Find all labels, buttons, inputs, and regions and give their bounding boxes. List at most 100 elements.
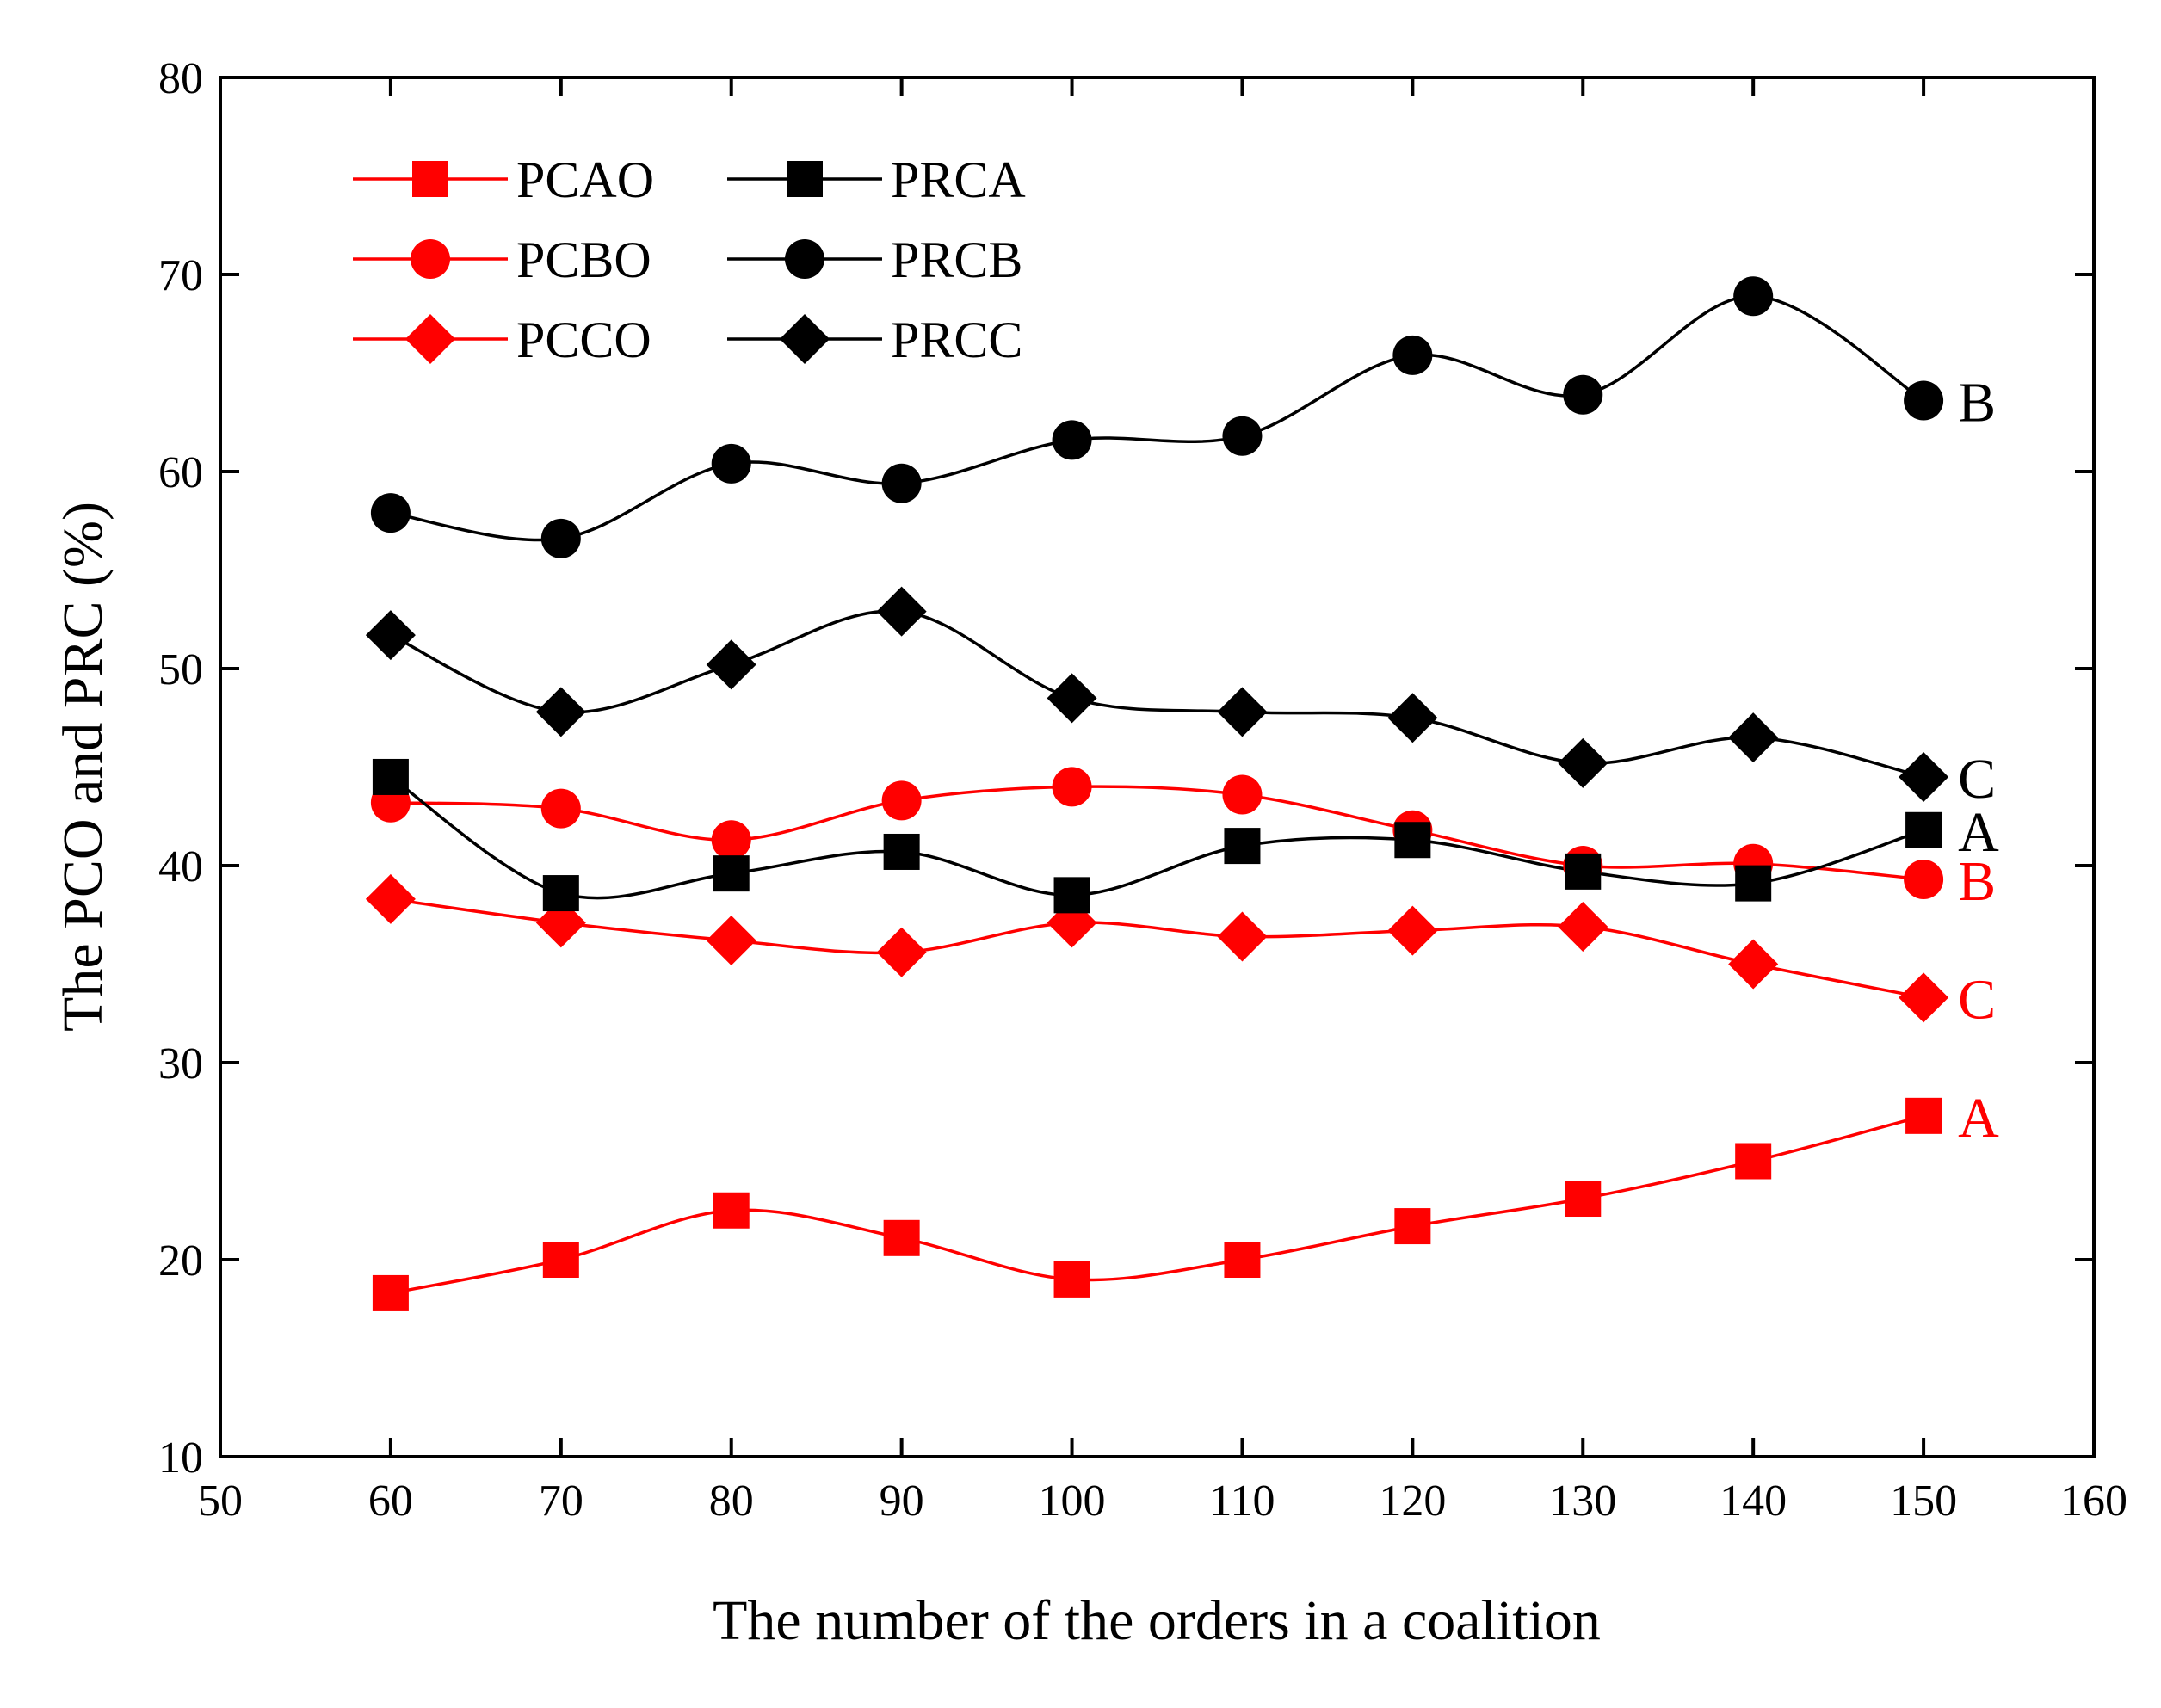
- series-line-pcco: [390, 897, 1924, 1000]
- legend-marker-prca: [787, 161, 823, 197]
- point-prcb-80: [711, 443, 751, 484]
- point-prcb-150: [1904, 380, 1944, 421]
- x-tick-label-160: 160: [2060, 1477, 2127, 1526]
- point-pcco-90: [876, 927, 927, 977]
- point-prca-90: [883, 833, 920, 870]
- point-prcc-130: [1558, 737, 1608, 788]
- x-tick-label-150: 150: [1890, 1477, 1957, 1526]
- x-tick-label-50: 50: [198, 1477, 243, 1526]
- point-prcb-120: [1392, 335, 1433, 375]
- point-prca-100: [1053, 877, 1090, 914]
- point-prcb-110: [1222, 416, 1263, 456]
- x-tick-label-90: 90: [880, 1477, 924, 1526]
- y-tick-label-70: 70: [158, 251, 203, 300]
- end-label-pcbo: B: [1958, 850, 1996, 913]
- point-pcao-60: [372, 1274, 409, 1311]
- legend-marker-pcbo: [411, 239, 450, 279]
- point-pcao-100: [1053, 1261, 1090, 1298]
- point-pcco-140: [1728, 939, 1779, 990]
- axis-ticks-layer: 50 60 70 80 90 100 110 120 130 140 150 160 10 20 30 40 5…: [158, 54, 2127, 1526]
- x-tick-label-130: 130: [1549, 1477, 1616, 1526]
- point-pcco-120: [1387, 905, 1438, 956]
- plot-frame: [219, 76, 2096, 1458]
- point-prca-110: [1224, 828, 1261, 865]
- point-pcco-60: [365, 873, 416, 924]
- x-tick-label-60: 60: [368, 1477, 413, 1526]
- end-label-pcao: A: [1958, 1087, 1999, 1150]
- y-tick-label-40: 40: [158, 842, 203, 891]
- y-tick-label-80: 80: [158, 54, 203, 103]
- point-pcbo-110: [1222, 774, 1263, 815]
- point-prca-120: [1394, 822, 1431, 859]
- point-prca-60: [372, 758, 409, 795]
- x-tick-label-100: 100: [1039, 1477, 1106, 1526]
- y-tick-label-10: 10: [158, 1434, 203, 1483]
- legend-label-pcao: PCAO: [516, 151, 654, 208]
- point-pcbo-150: [1904, 860, 1944, 900]
- series-markers-layer: [365, 276, 1949, 1311]
- point-prcc-80: [706, 639, 756, 690]
- point-prcb-130: [1563, 374, 1603, 415]
- point-pcao-110: [1224, 1242, 1261, 1278]
- point-pcao-130: [1565, 1181, 1602, 1218]
- point-pcbo-70: [540, 788, 581, 829]
- legend-label-pcco: PCCO: [516, 311, 651, 368]
- legend: PCAO PCBO PCCO PRCA PRCB PRCC: [353, 151, 1026, 368]
- series-lines-layer: [389, 294, 1925, 1295]
- legend-marker-pcao: [412, 161, 448, 197]
- x-axis-title: The number of the orders in a coalition: [713, 1589, 1601, 1652]
- point-pcao-140: [1735, 1143, 1772, 1180]
- x-tick-label-120: 120: [1379, 1477, 1446, 1526]
- point-prca-150: [1905, 811, 1942, 848]
- point-pcco-110: [1217, 911, 1268, 962]
- point-pcao-150: [1905, 1097, 1942, 1134]
- x-tick-label-140: 140: [1720, 1477, 1787, 1526]
- point-pcbo-80: [711, 820, 751, 860]
- series-line-pcbo: [390, 785, 1924, 881]
- point-prcc-150: [1899, 751, 1949, 802]
- point-prcc-90: [876, 586, 927, 637]
- point-prcb-60: [370, 493, 411, 533]
- y-tick-label-50: 50: [158, 645, 203, 694]
- end-label-prcb: B: [1958, 372, 1996, 435]
- point-prcb-70: [540, 518, 581, 558]
- end-label-pcco: C: [1958, 968, 1996, 1031]
- legend-marker-pcco: [405, 314, 455, 364]
- series-line-prca: [389, 775, 1924, 900]
- legend-marker-prcb: [785, 239, 824, 279]
- point-pcco-80: [706, 916, 756, 966]
- y-tick-label-30: 30: [158, 1039, 203, 1088]
- point-prcc-60: [365, 610, 416, 661]
- point-pcbo-90: [881, 780, 922, 821]
- point-prcb-90: [881, 463, 922, 503]
- series-line-prcb: [390, 294, 1925, 542]
- point-pcao-70: [542, 1242, 579, 1278]
- y-axis-title: The PCO and PRC (%): [52, 502, 114, 1032]
- point-prcb-140: [1733, 276, 1774, 317]
- end-label-prca: A: [1958, 801, 1999, 864]
- point-pcao-80: [713, 1192, 750, 1229]
- legend-label-prcc: PRCC: [891, 311, 1022, 368]
- point-prcc-110: [1217, 687, 1268, 737]
- point-pcao-120: [1394, 1208, 1431, 1245]
- x-tick-label-110: 110: [1209, 1477, 1275, 1526]
- point-prcc-100: [1047, 673, 1097, 724]
- y-tick-label-20: 20: [158, 1236, 203, 1286]
- point-prca-80: [713, 855, 750, 892]
- point-pcao-90: [883, 1219, 920, 1256]
- point-prcc-70: [535, 687, 586, 737]
- legend-label-pcbo: PCBO: [516, 231, 651, 288]
- point-prcc-140: [1728, 712, 1779, 763]
- series-line-pcao: [390, 1114, 1924, 1295]
- point-pcco-130: [1558, 901, 1608, 952]
- x-tick-label-80: 80: [709, 1477, 754, 1526]
- point-prcc-120: [1387, 693, 1438, 743]
- end-label-prcc: C: [1958, 748, 1996, 811]
- legend-marker-prcc: [780, 314, 830, 364]
- legend-label-prcb: PRCB: [891, 231, 1022, 288]
- point-prca-130: [1565, 853, 1602, 890]
- point-prca-140: [1735, 865, 1772, 902]
